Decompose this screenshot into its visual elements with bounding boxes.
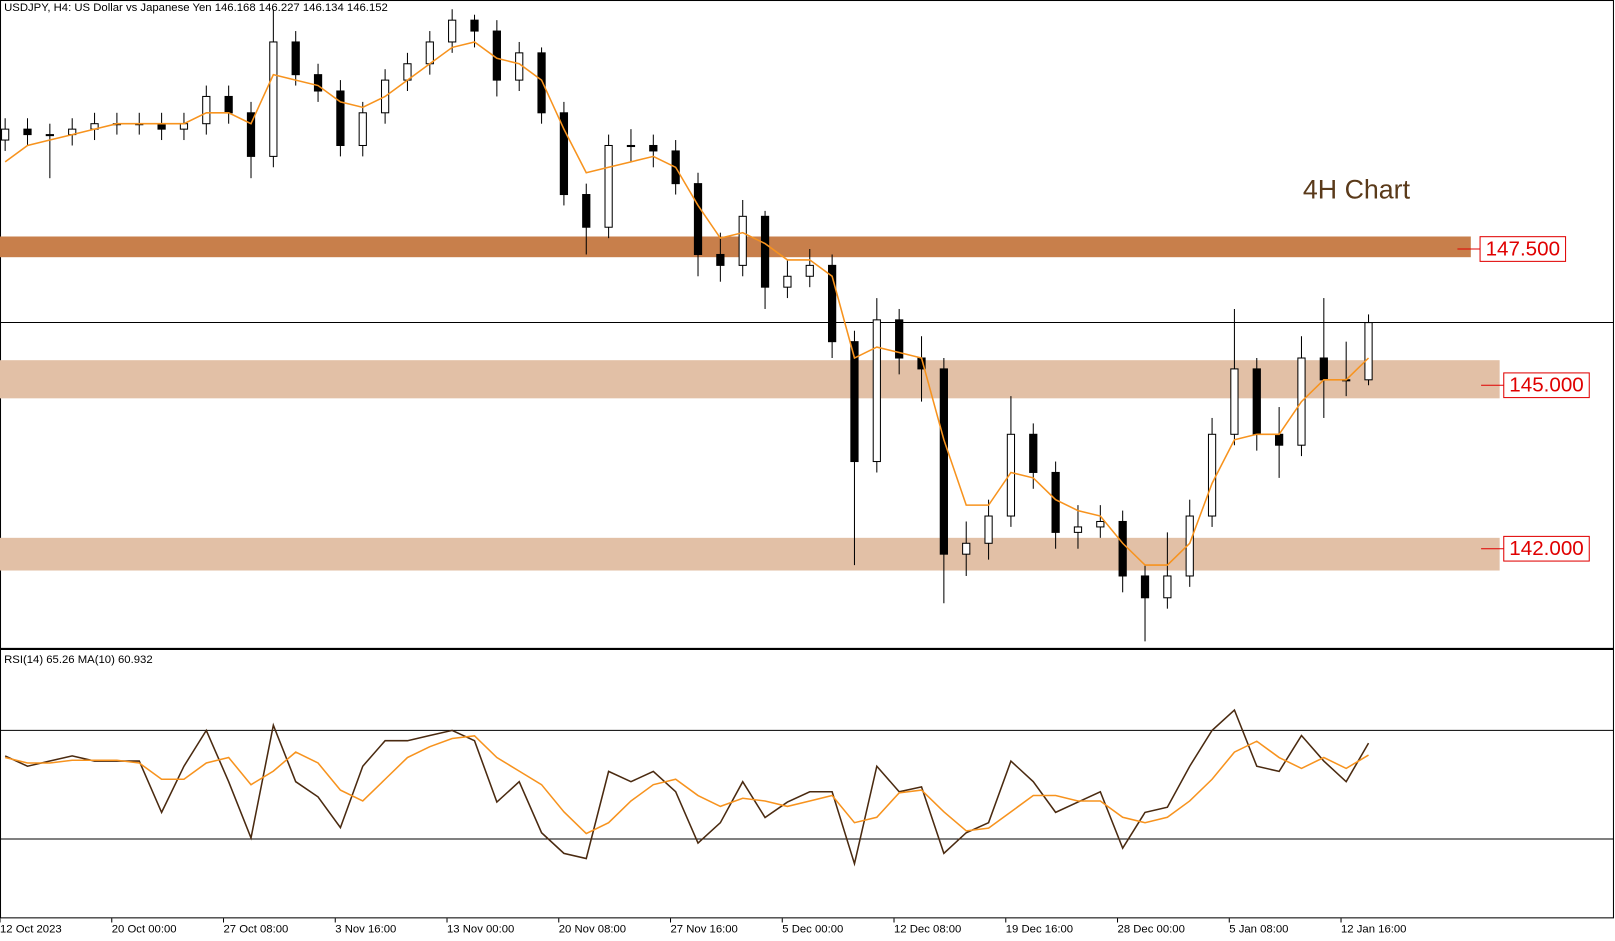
- candle-body: [604, 144, 613, 228]
- candle-body: [582, 194, 591, 228]
- candle-body: [1252, 368, 1261, 435]
- x-tick-label: 13 Nov 00:00: [447, 924, 514, 936]
- candle-body: [649, 144, 658, 152]
- candle-body: [157, 123, 166, 130]
- candle-body: [336, 90, 345, 147]
- x-tick-label: 3 Nov 16:00: [335, 924, 396, 936]
- level-label: 142.000: [1509, 537, 1583, 560]
- x-tick-label: 27 Oct 08:00: [224, 924, 289, 936]
- candle-body: [246, 112, 256, 157]
- x-tick-label: 19 Dec 16:00: [1006, 924, 1073, 936]
- x-tick-label: 12 Dec 08:00: [894, 924, 961, 936]
- candle-body: [738, 215, 747, 266]
- candle-body: [1096, 520, 1105, 528]
- candle-body: [805, 264, 814, 277]
- candle-body: [224, 95, 233, 114]
- candle-body: [1207, 433, 1217, 517]
- level-label: 147.500: [1486, 238, 1560, 261]
- candle-body: [827, 264, 837, 343]
- candle-body: [760, 215, 770, 288]
- candle-body: [939, 368, 948, 555]
- x-tick-label: 20 Oct 00:00: [112, 924, 177, 936]
- candle-body: [1051, 471, 1060, 533]
- candle-body: [358, 112, 367, 147]
- candle-body: [23, 128, 32, 136]
- candle-body: [1275, 433, 1284, 446]
- level-label-box: [1503, 372, 1590, 399]
- price-zone: [0, 537, 1500, 571]
- candle-body: [1, 128, 10, 141]
- x-tick-label: 27 Nov 16:00: [671, 924, 738, 936]
- candle-body: [693, 183, 703, 255]
- level-label-box: [1479, 236, 1567, 262]
- candle-body: [45, 134, 54, 137]
- frame: [0, 0, 1614, 919]
- candle-body: [1029, 433, 1038, 473]
- candle-body: [716, 253, 725, 266]
- x-tick-label: 5 Dec 00:00: [782, 924, 843, 936]
- candle-body: [202, 95, 211, 125]
- candle-body: [291, 41, 300, 76]
- level-label: 145.000: [1509, 374, 1583, 397]
- candle-body: [984, 515, 993, 544]
- rsi-header: RSI(14) 65.26 MA(10) 60.932: [4, 654, 153, 666]
- price-zone: [0, 360, 1500, 399]
- rsi-line: [4, 708, 1370, 867]
- candle-body: [783, 275, 792, 288]
- rsi-line: [4, 735, 1369, 835]
- x-tick-label: 12 Jan 16:00: [1341, 924, 1406, 936]
- candle-body: [872, 319, 881, 463]
- chart-header: USDJPY, H4: US Dollar vs Japanese Yen 14…: [4, 2, 388, 14]
- candle-body: [313, 74, 323, 92]
- candle-body: [1364, 322, 1373, 381]
- candle-body: [179, 123, 189, 130]
- x-tick-label: 28 Dec 00:00: [1118, 924, 1185, 936]
- x-tick-label: 5 Jan 08:00: [1229, 924, 1288, 936]
- candle-body: [559, 112, 569, 196]
- level-label-box: [1503, 535, 1590, 562]
- candle-body: [1319, 357, 1328, 381]
- candle-body: [470, 19, 479, 32]
- candle-body: [962, 542, 971, 555]
- candle-body: [1163, 575, 1172, 599]
- candle-body: [850, 341, 859, 463]
- price-zone: [0, 236, 1471, 258]
- candle-body: [269, 41, 278, 157]
- candle-body: [1140, 575, 1150, 599]
- candle-body: [537, 52, 546, 114]
- candle-body: [425, 41, 434, 65]
- moving-average: [4, 41, 1370, 566]
- candle-body: [448, 19, 457, 43]
- candle-body: [1230, 368, 1239, 435]
- candle-body: [1073, 526, 1083, 533]
- x-tick-label: 12 Oct 2023: [0, 924, 62, 936]
- candle-body: [1118, 520, 1127, 577]
- x-tick-label: 20 Nov 08:00: [559, 924, 626, 936]
- candle-body: [895, 319, 904, 359]
- candle-body: [626, 144, 636, 148]
- annotation: 4H Chart: [1303, 174, 1411, 204]
- candle-body: [1006, 433, 1016, 517]
